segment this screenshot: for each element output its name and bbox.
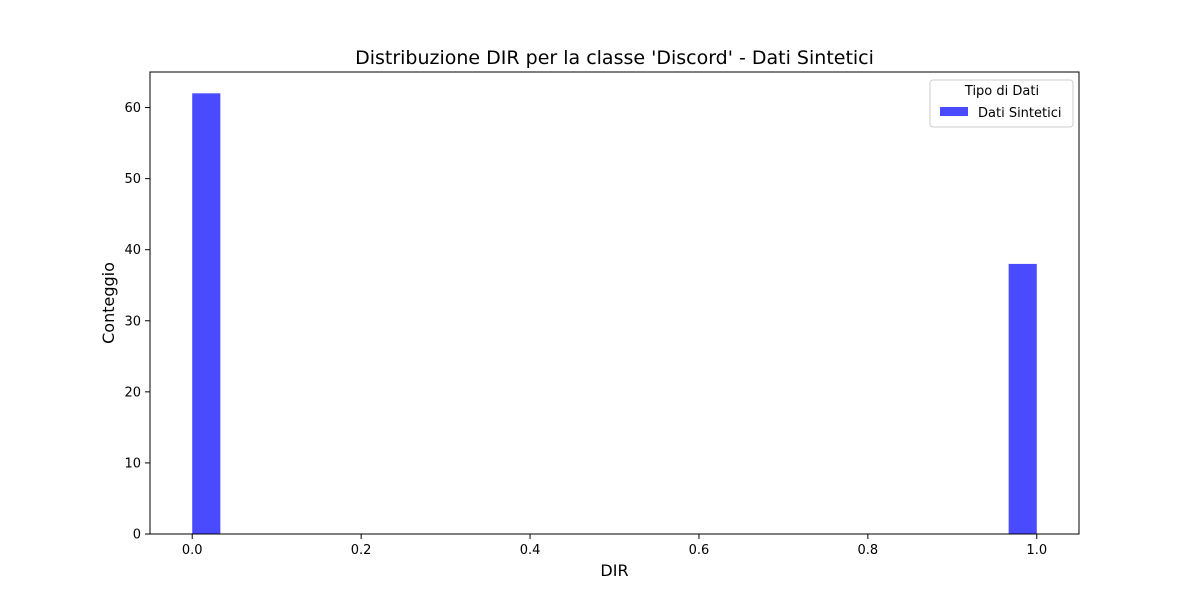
y-tick-label: 20 [124,385,141,400]
legend-label-dati-sintetici: Dati Sintetici [978,106,1061,121]
bar-0 [192,93,221,535]
x-axis-title: DIR [600,561,628,580]
x-tick-label: 0.8 [858,543,879,558]
x-tick-label: 0.4 [520,543,541,558]
y-tick-label: 10 [124,456,141,471]
y-tick-label: 30 [124,314,141,329]
y-tick-label: 50 [124,172,141,187]
y-tick-label: 0 [133,528,141,543]
legend-title: Tipo di Dati [964,84,1039,99]
chart-title: Distribuzione DIR per la classe 'Discord… [355,47,874,69]
plot-area [149,71,1080,535]
y-tick-label: 60 [124,101,141,116]
x-tick-label: 0.6 [689,543,710,558]
bar-1 [1008,263,1037,534]
y-tick-label: 40 [124,243,141,258]
y-axis: 0 10 20 30 40 50 60 [124,101,150,543]
legend: Tipo di Dati Dati Sintetici [929,79,1074,128]
plot-frame [149,71,1080,535]
x-tick-label: 0.0 [182,543,203,558]
x-tick-label: 0.2 [351,543,372,558]
x-axis: 0.0 0.2 0.4 0.6 0.8 1.0 [182,534,1047,558]
y-axis-title: Conteggio [99,262,118,344]
x-tick-label: 1.0 [1026,543,1047,558]
legend-swatch-dati-sintetici [940,107,968,116]
bars-layer [192,93,1037,535]
